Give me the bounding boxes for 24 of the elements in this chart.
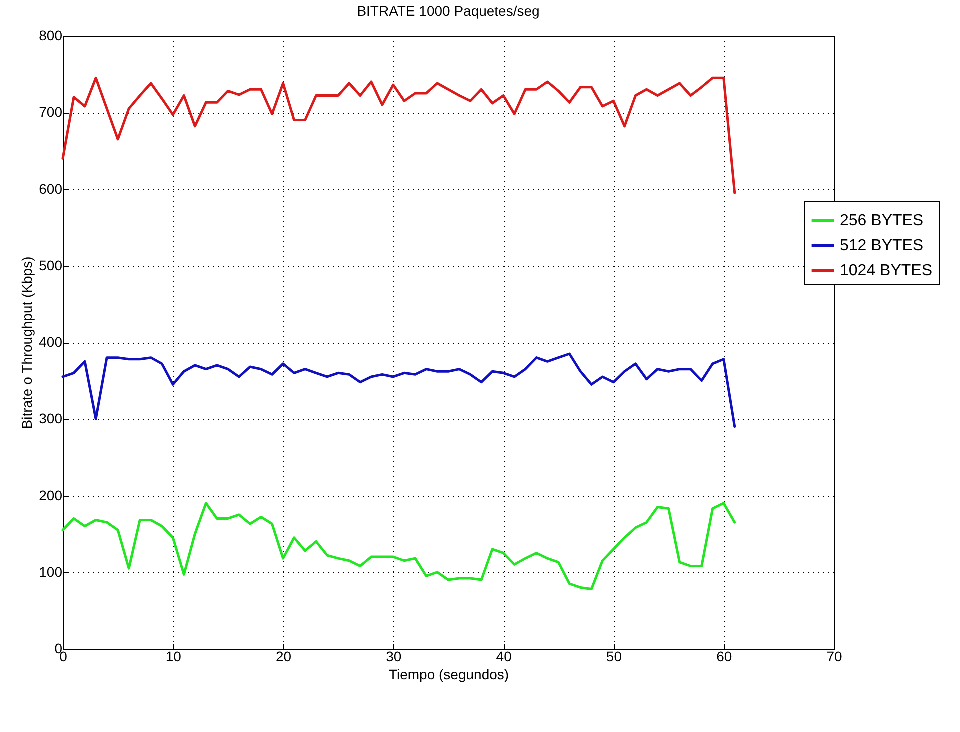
chart-title: BITRATE 1000 Paquetes/seg: [357, 3, 540, 19]
x-tick-label: 20: [276, 648, 292, 664]
x-tick-label: 40: [496, 648, 512, 664]
legend-label: 1024 BYTES: [840, 262, 932, 280]
y-tick-label: 400: [39, 334, 63, 350]
line-series: [62, 76, 736, 194]
y-tick-label: 800: [39, 28, 63, 44]
y-tick-label: 700: [39, 104, 63, 120]
x-axis-title: Tiempo (segundos): [388, 666, 510, 682]
y-tick-label: 100: [39, 564, 63, 580]
y-tick-label: 600: [39, 180, 63, 197]
legend-label: 256 BYTES: [840, 212, 924, 230]
x-tick-label: 30: [386, 648, 402, 664]
line-series: [62, 502, 736, 590]
y-axis-title: Bitrate o Throughput (Kbps): [19, 256, 36, 430]
x-tick-label: 70: [826, 648, 842, 664]
legend-label: 512 BYTES: [840, 238, 924, 255]
x-tick-label: 50: [606, 648, 622, 664]
x-tick-label: 10: [166, 648, 182, 664]
y-tick-label: 200: [39, 487, 63, 504]
x-tick-label: 60: [716, 648, 732, 664]
y-tick-label: 300: [39, 410, 63, 427]
y-tick-label: 500: [39, 257, 63, 274]
line-series: [62, 352, 736, 428]
